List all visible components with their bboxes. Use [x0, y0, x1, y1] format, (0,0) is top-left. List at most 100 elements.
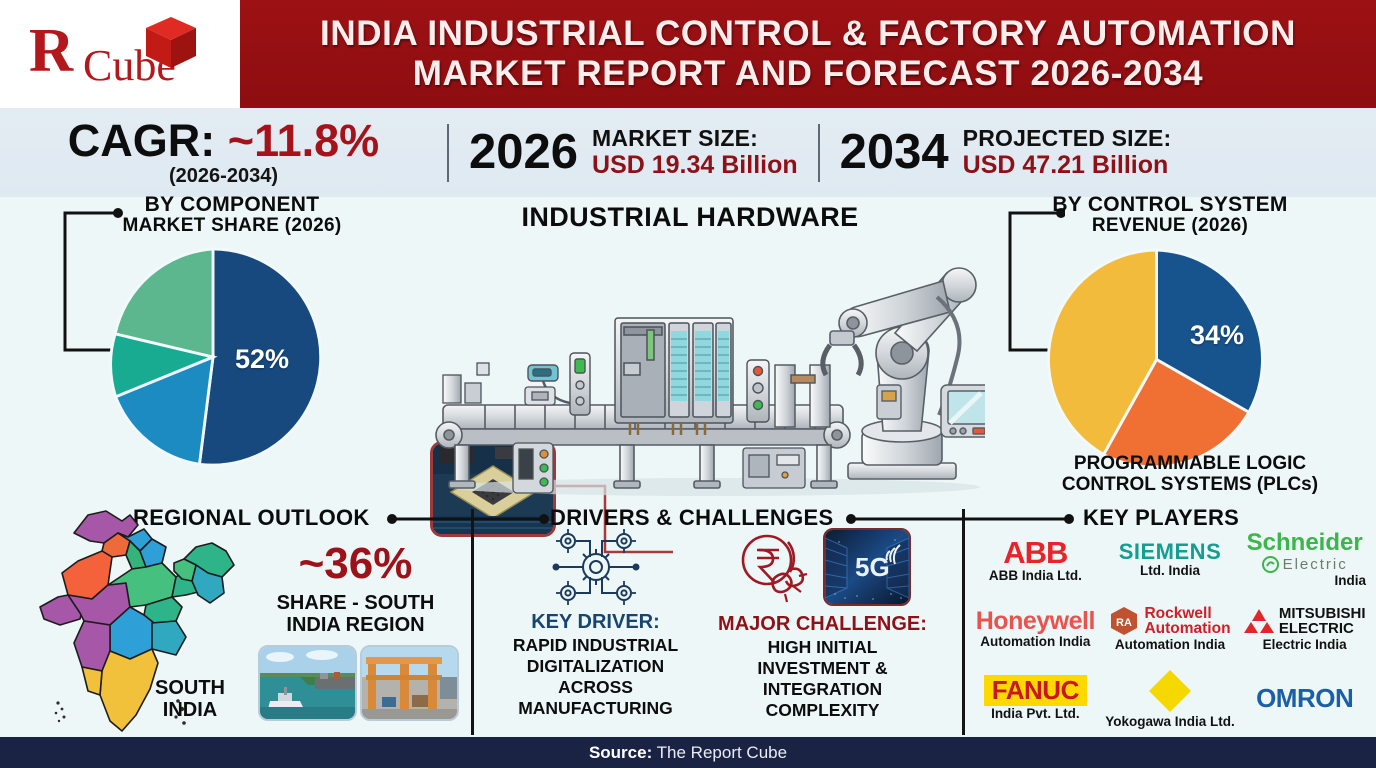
port-photo-1: [258, 645, 357, 721]
rockwell-logo-1: Rockwell: [1144, 604, 1212, 622]
automation-gear-icon: [552, 529, 639, 605]
major-challenge-line4: COMPLEXITY: [765, 700, 880, 720]
kpi-divider-2: [817, 123, 820, 182]
schneider-mark-icon: [1261, 556, 1279, 574]
regional-share-line2: INDIA REGION: [286, 614, 425, 637]
brand-logo: Я Cube: [0, 0, 240, 108]
industrial-hardware-illustration: [435, 267, 985, 496]
fanuc-sublabel: India Pvt. Ltd.: [991, 706, 1080, 722]
key-driver-line4: MANUFACTURING: [518, 698, 673, 718]
schneider-logo: Schneider: [1246, 529, 1363, 557]
control-pie-caption: PROGRAMMABLE LOGIC CONTROL SYSTEMS (PLCs…: [1020, 453, 1360, 496]
omron-logo: OMRON: [1256, 683, 1354, 714]
player-yokogawa: Yokogawa India Ltd.: [1103, 664, 1238, 733]
kpi-divider-1: [447, 123, 449, 182]
honeywell-logo: Honeywell: [975, 606, 1096, 635]
svg-text:RA: RA: [1116, 617, 1132, 629]
cagr-period: (2026-2034): [169, 164, 278, 187]
map-caption-line2: INDIA: [162, 699, 218, 722]
rockwell-mark-icon: RA: [1111, 607, 1138, 636]
forecast-size-value: USD 47.21 Billion: [962, 151, 1169, 180]
forecast-year: 2034: [839, 125, 949, 179]
siemens-logo: SIEMENS: [1118, 539, 1222, 565]
player-mitsubishi: MITSUBISHI ELECTRIC Electric India: [1237, 594, 1372, 663]
forecast-size-label: PROJECTED SIZE:: [962, 124, 1172, 151]
rockwell-logo-2: Automation: [1144, 620, 1231, 638]
source-value: The Report Cube: [656, 742, 788, 762]
kpi-band: CAGR: ~11.8% (2026-2034) 2026 MARKET SIZ…: [0, 108, 1376, 197]
cagr-value: ~11.8%: [227, 114, 380, 166]
bottom-section: REGIONAL OUTLOOK DRIVERS & CHALLENGES KE…: [0, 497, 1376, 737]
component-connector-line: [63, 208, 125, 352]
map-caption-line1: SOUTH: [155, 677, 225, 699]
title-line-1: INDIA INDUSTRIAL CONTROL & FACTORY AUTOM…: [320, 14, 1296, 54]
key-driver-line2: DIGITALIZATION: [526, 656, 665, 676]
component-pie-chart: [109, 247, 323, 467]
honeywell-sublabel: Automation India: [980, 633, 1091, 649]
bottom-divider-right: [962, 509, 965, 735]
india-map: [39, 510, 235, 732]
drivers-connector-right: [846, 514, 963, 524]
major-challenge-heading: MAJOR CHALLENGE:: [718, 613, 927, 635]
cube-icon: [146, 17, 196, 68]
player-abb: ABB ABB India Ltd.: [968, 525, 1103, 594]
players-heading: KEY PLAYERS: [1083, 505, 1240, 530]
major-challenge-text: HIGH INITIAL INVESTMENT & INTEGRATION CO…: [715, 637, 930, 721]
player-schneider: Schneider Electric India: [1237, 525, 1372, 594]
base-year-block: 2026 MARKET SIZE: USD 19.34 Billion: [449, 124, 818, 180]
report-title: INDIA INDUSTRIAL CONTROL & FACTORY AUTOM…: [240, 0, 1376, 108]
forecast-year-block: 2034 PROJECTED SIZE: USD 47.21 Billion: [820, 124, 1192, 180]
yokogawa-sublabel: Yokogawa India Ltd.: [1105, 713, 1235, 729]
bottom-divider-left: [471, 509, 474, 735]
cagr-label: CAGR:: [67, 114, 216, 166]
schneider-logo-2: Electric: [1282, 556, 1348, 574]
key-driver-line3: ACROSS: [558, 677, 633, 697]
mitsubishi-diamonds-icon: [1243, 609, 1274, 634]
schneider-sublabel: India: [1334, 573, 1366, 589]
title-line-2: MARKET REPORT AND FORECAST 2026-2034: [412, 54, 1204, 93]
abb-logo: ABB: [1003, 534, 1068, 570]
major-challenge-block: 5G MAJOR CHALLENGE: HIGH INITIAL INVESTM…: [715, 527, 930, 721]
control-caption-line2: CONTROL SYSTEMS (PLCs): [1061, 474, 1319, 496]
source-text: Source: The Report Cube: [589, 743, 787, 763]
base-year: 2026: [469, 125, 579, 179]
control-title: BY CONTROL SYSTEM REVENUE (2026): [1020, 194, 1320, 236]
regional-heading: REGIONAL OUTLOOK: [133, 505, 370, 530]
major-challenge-line3: INTEGRATION: [762, 679, 883, 699]
cagr-value-row: CAGR: ~11.8%: [68, 118, 379, 163]
player-fanuc: FANUC India Pvt. Ltd.: [968, 664, 1103, 733]
component-title-line2: MARKET SHARE (2026): [122, 214, 342, 236]
drivers-connector-left: [460, 514, 549, 524]
siemens-sublabel: Ltd. India: [1139, 563, 1200, 579]
mitsubishi-logo-2: ELECTRIC: [1278, 620, 1354, 638]
mitsubishi-sublabel: Electric India: [1262, 636, 1347, 652]
control-title-line1: BY CONTROL SYSTEM: [1052, 193, 1288, 216]
major-challenge-line1: HIGH INITIAL: [767, 637, 878, 657]
yokogawa-diamond-icon: [1148, 669, 1191, 712]
player-omron: OMRON: [1237, 664, 1372, 733]
control-caption-line1: PROGRAMMABLE LOGIC: [1073, 453, 1307, 474]
key-driver-block: KEY DRIVER: RAPID INDUSTRIAL DIGITALIZAT…: [488, 527, 703, 719]
5g-text: 5G: [855, 552, 890, 582]
regional-share-block: ~36% SHARE - SOUTH INDIA REGION: [248, 542, 463, 637]
control-pie-chart: [1047, 248, 1264, 469]
control-pie-label: 34%: [1190, 320, 1245, 350]
logo-letter-icon: Я: [29, 17, 74, 85]
footer-bar: Source: The Report Cube: [0, 737, 1376, 768]
base-size-value: USD 19.34 Billion: [592, 151, 798, 180]
regional-share-value: ~36%: [298, 539, 413, 588]
base-size-label: MARKET SIZE:: [592, 124, 758, 151]
player-honeywell: Honeywell Automation India: [968, 594, 1103, 663]
port-photo-2: [360, 645, 459, 721]
component-pie-label: 52%: [235, 344, 290, 374]
mid-section: BY COMPONENT MARKET SHARE (2026) 52% IND…: [0, 194, 1376, 554]
rockwell-sublabel: Automation India: [1114, 637, 1226, 653]
player-rockwell: RA Rockwell Automation Automation India: [1103, 594, 1238, 663]
component-title: BY COMPONENT MARKET SHARE (2026): [92, 194, 372, 236]
header-bar: Я Cube INDIA INDUSTRIAL CONTROL & FACTOR…: [0, 0, 1376, 108]
key-players-grid: ABB ABB India Ltd. SIEMENS Ltd. India Sc…: [968, 525, 1372, 733]
5g-network-image: 5G: [822, 528, 911, 606]
drivers-heading: DRIVERS & CHALLENGES: [550, 505, 834, 530]
player-siemens: SIEMENS Ltd. India: [1103, 525, 1238, 594]
